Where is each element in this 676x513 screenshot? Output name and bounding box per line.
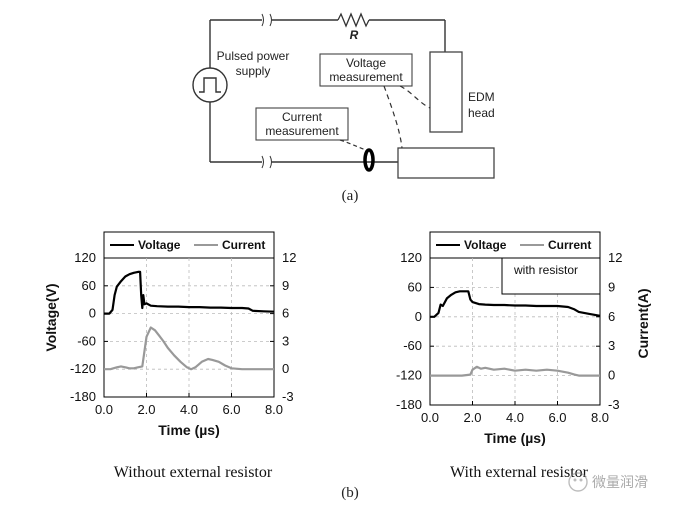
- x-tick-label: 0.0: [421, 410, 439, 425]
- wechat-logo-dot-2: [579, 478, 583, 482]
- legend-label-voltage: Voltage: [464, 238, 507, 252]
- resistor-symbol: [337, 12, 370, 28]
- watermark: 微量润滑: [568, 472, 648, 492]
- wechat-logo-dot: [573, 478, 577, 482]
- chart-caption: Without external resistor: [114, 464, 273, 481]
- x-tick-label: 2.0: [463, 410, 481, 425]
- y-right-tick-label: -3: [282, 389, 294, 404]
- series-line-voltage: [430, 290, 601, 318]
- x-axis-label: Time (µs): [158, 422, 220, 438]
- y-right-tick-label: 9: [608, 279, 615, 294]
- edm-head-label-1: EDM: [468, 90, 495, 104]
- y-right-tick-label: 6: [282, 306, 289, 321]
- y-left-tick-label: -120: [70, 361, 96, 376]
- x-tick-label: 4.0: [506, 410, 524, 425]
- legend-label-current: Current: [548, 238, 591, 252]
- edm-head-block: [429, 51, 463, 133]
- current-measurement-box: [255, 107, 349, 141]
- series-line-current: [430, 365, 600, 377]
- voltage-measurement-box: [319, 53, 413, 87]
- x-tick-label: 0.0: [95, 402, 113, 417]
- y-left-tick-label: -60: [403, 338, 422, 353]
- y-left-tick-label: 60: [408, 279, 422, 294]
- legend-label-voltage: Voltage: [138, 238, 181, 252]
- y-right-tick-label: -3: [608, 397, 620, 412]
- y-right-tick-label: 12: [608, 250, 622, 265]
- y-left-tick-label: 120: [74, 250, 96, 265]
- x-tick-label: 4.0: [180, 402, 198, 417]
- y-left-tick-label: 0: [415, 309, 422, 324]
- circuit-diagram: [192, 12, 495, 179]
- y-right-tick-label: 0: [608, 368, 615, 383]
- voltage-box-label-1: Voltage: [346, 56, 386, 70]
- annotation-box: [501, 257, 601, 295]
- power-supply-label-1: Pulsed power: [217, 49, 290, 63]
- y-right-tick-label: 3: [608, 338, 615, 353]
- workpiece-block: [397, 147, 495, 179]
- x-tick-label: 6.0: [222, 402, 240, 417]
- series-line-current: [104, 326, 274, 371]
- pulse-source-circle: [192, 67, 228, 103]
- x-tick-label: 2.0: [137, 402, 155, 417]
- pulse-waveform-icon: [199, 77, 221, 93]
- watermark-text: 微量润滑: [592, 474, 648, 490]
- wechat-logo-icon: [568, 472, 588, 492]
- y-right-tick-label: 3: [282, 333, 289, 348]
- y-left-tick-label: 120: [400, 250, 422, 265]
- annotation-text: with resistor: [513, 263, 578, 277]
- x-axis-label: Time (µs): [484, 430, 546, 446]
- voltage-probe-lead-head: [399, 85, 431, 109]
- power-supply-label-2: supply: [236, 64, 271, 78]
- y-left-tick-label: -180: [70, 389, 96, 404]
- y-left-tick-label: -180: [396, 397, 422, 412]
- edm-head-label-2: head: [468, 106, 495, 120]
- voltage-probe-lead-workpiece: [383, 85, 403, 149]
- y-left-tick-label: 60: [82, 278, 96, 293]
- current-probe-lead: [339, 139, 367, 151]
- caption-b: (b): [341, 485, 359, 501]
- y-right-tick-label: 9: [282, 278, 289, 293]
- y-axis-label-left: Voltage(V): [43, 283, 59, 351]
- current-box-label-1: Current: [282, 110, 323, 124]
- current-clamp-coil: [363, 148, 375, 172]
- chart-caption: With external resistor: [450, 464, 589, 481]
- y-right-tick-label: 0: [282, 361, 289, 376]
- y-right-tick-label: 12: [282, 250, 296, 265]
- bottom-break-symbol: [261, 155, 272, 169]
- y-left-tick-label: -120: [396, 368, 422, 383]
- circuit-labels: R Pulsed power supply Voltage measuremen…: [217, 28, 495, 204]
- x-tick-label: 8.0: [265, 402, 283, 417]
- x-tick-label: 8.0: [591, 410, 609, 425]
- y-left-tick-label: -60: [77, 333, 96, 348]
- caption-a: (a): [342, 188, 359, 204]
- series-line-voltage: [104, 270, 275, 315]
- x-tick-label: 6.0: [548, 410, 566, 425]
- y-right-tick-label: 6: [608, 309, 615, 324]
- y-left-tick-label: 0: [89, 306, 96, 321]
- top-break-symbol: [261, 13, 272, 27]
- current-box-label-2: measurement: [265, 124, 339, 138]
- legend-label-current: Current: [222, 238, 265, 252]
- voltage-box-label-2: measurement: [329, 70, 403, 84]
- resistor-label: R: [350, 28, 359, 42]
- y-axis-label-right: Current(A): [635, 289, 651, 359]
